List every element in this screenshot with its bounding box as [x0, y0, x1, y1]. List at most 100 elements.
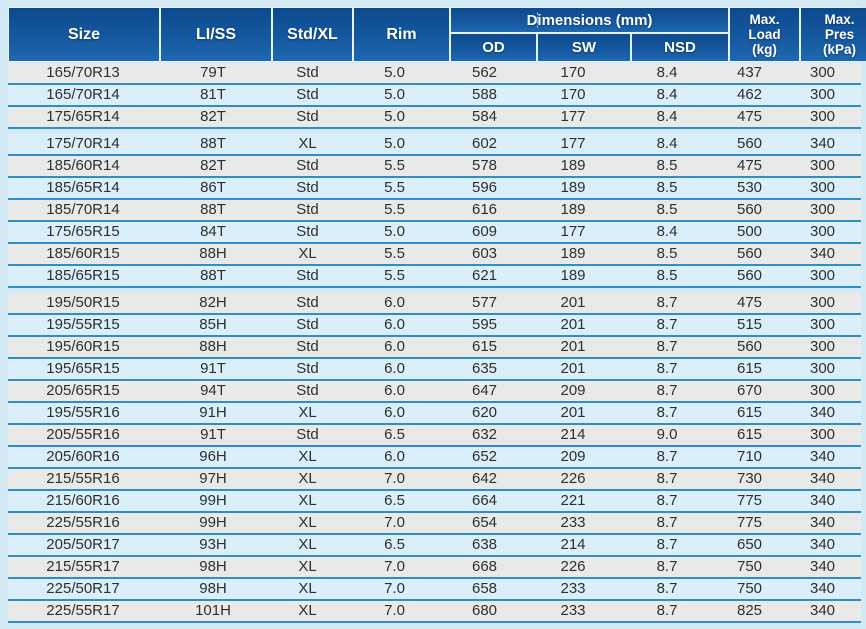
cell-sw: 233 [560, 580, 586, 597]
cell-max-pres: 300 [809, 64, 836, 81]
cell-size: 195/50R15 [46, 294, 120, 311]
cell-std-xl: Std [296, 382, 319, 399]
cell-od: 638 [471, 536, 498, 553]
header-max-pres: Max. Pres (kPa) [801, 8, 866, 61]
table-row: 215/55R16 97H XL 7.0 642 226 8.7 730 340 [8, 469, 861, 491]
cell-sw: 189 [560, 245, 586, 262]
cell-li-ss: 94T [200, 382, 226, 399]
cell-nsd: 8.7 [656, 536, 678, 553]
cell-li-ss: 99H [199, 514, 227, 531]
cell-std-xl: XL [298, 470, 317, 487]
cell-od: 621 [471, 267, 498, 284]
cell-rim: 6.5 [384, 536, 405, 553]
cell-nsd: 8.5 [656, 201, 678, 218]
cell-rim: 7.0 [384, 470, 405, 487]
header-sw: SW [538, 34, 630, 61]
cell-li-ss: 93H [199, 536, 227, 553]
cell-rim: 5.0 [384, 108, 405, 125]
cell-od: 578 [471, 157, 498, 174]
cell-nsd: 8.7 [656, 382, 678, 399]
cell-max-load: 710 [736, 448, 763, 465]
cell-li-ss: 82T [200, 157, 226, 174]
cell-sw: 233 [560, 602, 586, 619]
cell-li-ss: 84T [200, 223, 226, 240]
cell-size: 195/55R15 [46, 316, 120, 333]
cell-rim: 7.0 [384, 602, 405, 619]
cell-od: 595 [471, 316, 498, 333]
cell-li-ss: 91H [199, 404, 227, 421]
cell-od: 577 [471, 294, 498, 311]
header-dimensions: Dimensions (mm) [451, 8, 728, 32]
cell-sw: 177 [560, 223, 586, 240]
cell-rim: 5.5 [384, 245, 405, 262]
cell-li-ss: 86T [200, 179, 226, 196]
cell-size: 185/65R15 [46, 267, 120, 284]
cell-size: 205/50R17 [46, 536, 120, 553]
cell-rim: 5.0 [384, 135, 405, 152]
table-row: 185/70R14 88T Std 5.5 616 189 8.5 560 300 [8, 200, 861, 222]
cell-sw: 189 [560, 179, 586, 196]
cell-sw: 209 [560, 382, 586, 399]
cell-od: 603 [471, 245, 498, 262]
cell-nsd: 8.7 [656, 602, 678, 619]
cell-max-pres: 340 [809, 580, 836, 597]
cell-sw: 214 [560, 536, 586, 553]
cell-std-xl: XL [298, 536, 317, 553]
table-row: 185/60R14 82T Std 5.5 578 189 8.5 475 300 [8, 156, 861, 178]
cell-sw: 201 [560, 360, 586, 377]
cell-max-pres: 340 [809, 514, 836, 531]
table-row: 185/65R14 86T Std 5.5 596 189 8.5 530 300 [8, 178, 861, 200]
table-body: 165/70R13 79T Std 5.0 562 170 8.4 437 300 165/70R… [8, 63, 861, 623]
cell-nsd: 8.5 [656, 267, 678, 284]
cell-li-ss: 98H [199, 558, 227, 575]
cell-size: 175/70R14 [46, 135, 120, 152]
cell-li-ss: 88T [200, 201, 226, 218]
cell-od: 680 [471, 602, 498, 619]
cell-max-pres: 340 [809, 602, 836, 619]
cell-nsd: 8.7 [656, 316, 678, 333]
cell-nsd: 8.5 [656, 157, 678, 174]
cell-std-xl: Std [296, 294, 319, 311]
cell-max-load: 560 [736, 135, 763, 152]
cell-od: 620 [471, 404, 498, 421]
cell-nsd: 8.7 [656, 294, 678, 311]
cell-size: 205/65R15 [46, 382, 120, 399]
cell-max-load: 530 [736, 179, 763, 196]
cell-std-xl: Std [296, 64, 319, 81]
cell-li-ss: 88T [200, 135, 226, 152]
cell-sw: 221 [560, 492, 586, 509]
cell-size: 165/70R13 [46, 64, 120, 81]
cell-sw: 201 [560, 294, 586, 311]
cell-nsd: 8.7 [656, 448, 678, 465]
table-row: 175/65R14 82T Std 5.0 584 177 8.4 475 300 [8, 107, 861, 129]
table-row: 195/55R15 85H Std 6.0 595 201 8.7 515 300 [8, 315, 861, 337]
header-size: Size [9, 8, 159, 61]
header-rim: Rim [354, 8, 449, 61]
cell-std-xl: XL [298, 245, 317, 262]
cell-li-ss: 96H [199, 448, 227, 465]
cell-nsd: 8.4 [656, 135, 678, 152]
cell-rim: 7.0 [384, 580, 405, 597]
cell-size: 205/60R16 [46, 448, 120, 465]
cell-size: 195/55R16 [46, 404, 120, 421]
cell-max-pres: 340 [809, 492, 836, 509]
header-std-xl: Std/XL [273, 8, 352, 61]
cell-max-load: 462 [736, 86, 763, 103]
cell-std-xl: Std [296, 316, 319, 333]
cell-max-load: 615 [736, 360, 763, 377]
cell-std-xl: Std [296, 157, 319, 174]
cell-od: 664 [471, 492, 498, 509]
cell-sw: 189 [560, 157, 586, 174]
cell-od: 596 [471, 179, 498, 196]
cell-sw: 177 [560, 135, 586, 152]
table-row: 205/55R16 91T Std 6.5 632 214 9.0 615 300 [8, 425, 861, 447]
table-row: 185/65R15 88T Std 5.5 621 189 8.5 560 300 [8, 266, 861, 288]
cell-max-pres: 340 [809, 558, 836, 575]
cell-li-ss: 98H [199, 580, 227, 597]
cell-max-load: 775 [736, 514, 763, 531]
cell-nsd: 8.4 [656, 108, 678, 125]
table-row: 195/65R15 91T Std 6.0 635 201 8.7 615 300 [8, 359, 861, 381]
cell-std-xl: XL [298, 135, 317, 152]
cell-max-pres: 300 [809, 157, 836, 174]
cell-std-xl: Std [296, 86, 319, 103]
